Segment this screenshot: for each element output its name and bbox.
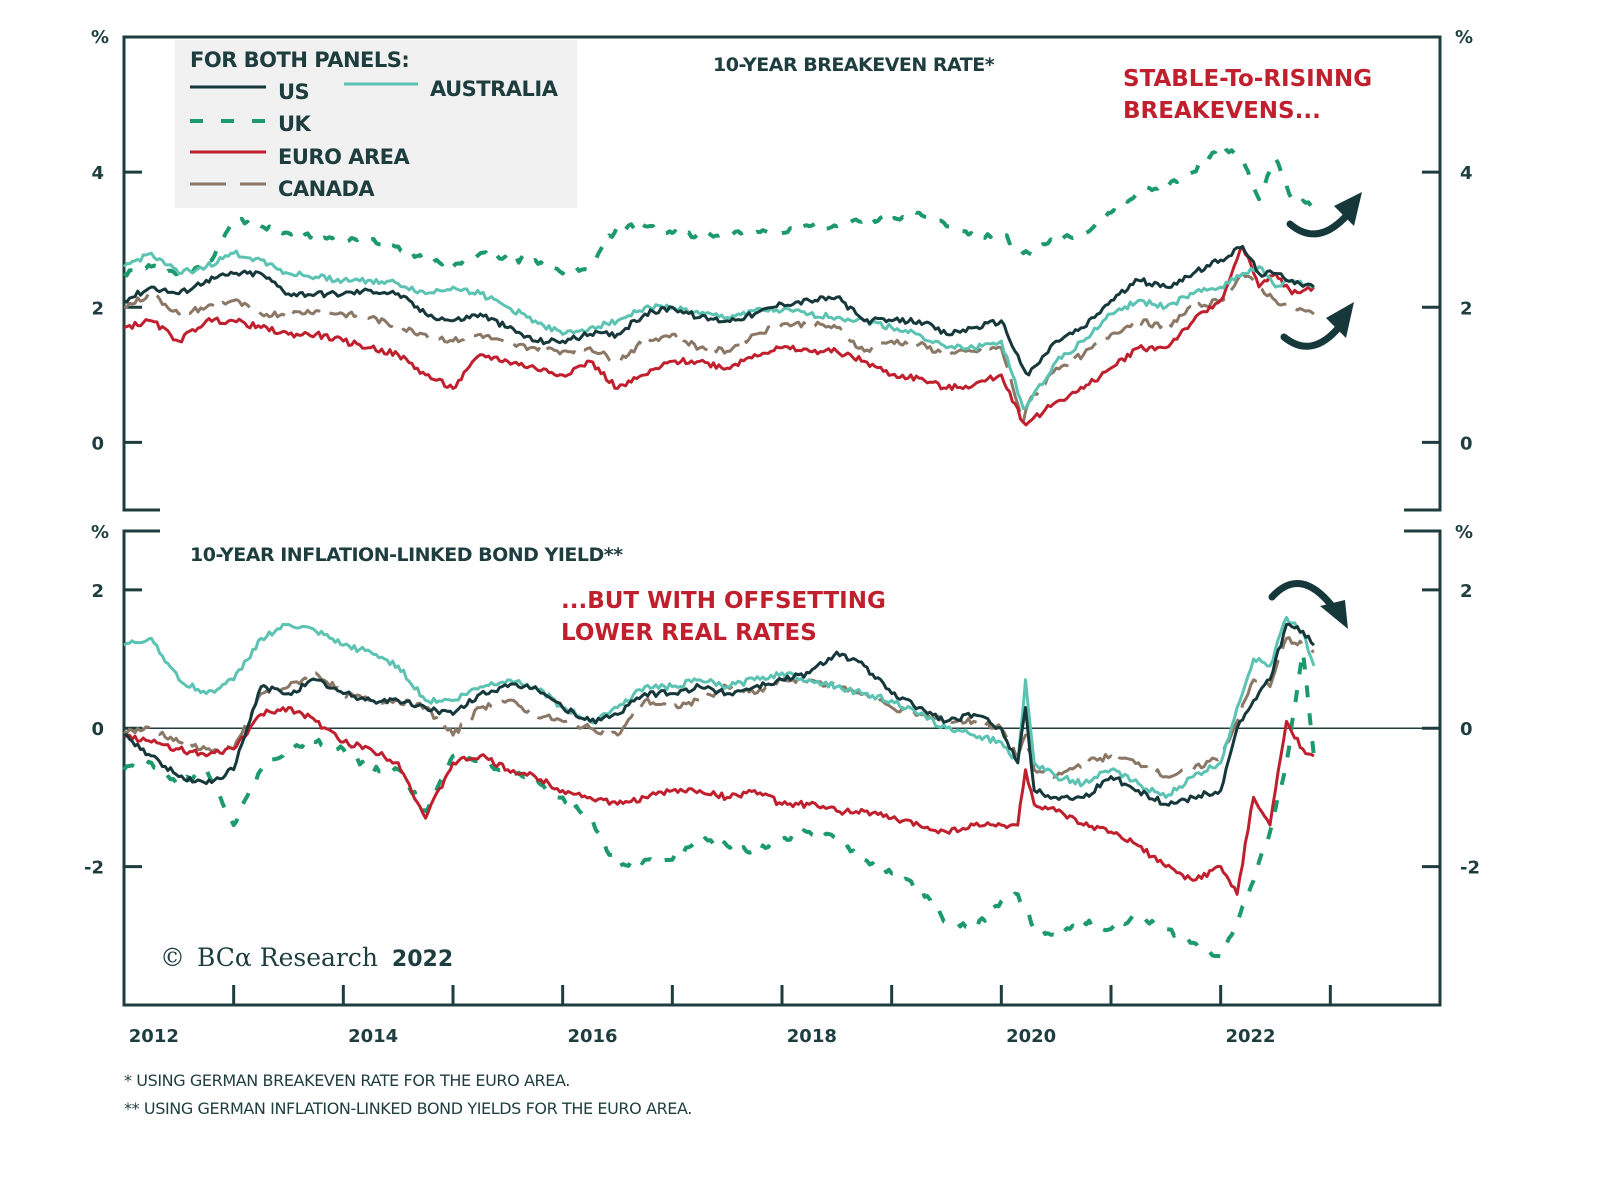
top-left-unit: % xyxy=(91,27,109,48)
legend-label-euro-area: EURO AREA xyxy=(278,145,410,169)
copyright-year: 2022 xyxy=(392,947,453,972)
top-panel-title: 10-YEAR BREAKEVEN RATE* xyxy=(713,54,995,76)
y-tick-label-left: 0 xyxy=(91,719,104,740)
bottom-series-uk xyxy=(122,650,1316,959)
y-tick-label-left: 4 xyxy=(91,163,104,184)
bottom-series-us xyxy=(123,622,1315,807)
bottom-left-unit: % xyxy=(91,522,109,543)
x-tick-label: 2018 xyxy=(787,1026,837,1047)
y-tick-label-left: 2 xyxy=(91,298,104,319)
copyright-brand: BCα Research xyxy=(197,943,378,972)
top-right-unit: % xyxy=(1455,27,1473,48)
x-axis-labels: 2012 2014 2016 2018 2020 2022 xyxy=(129,1026,1276,1047)
y-tick-label-right: 4 xyxy=(1460,163,1473,184)
top-series-us xyxy=(123,245,1315,377)
arrow-up-others-icon xyxy=(1280,302,1354,350)
x-tick-label: 2022 xyxy=(1225,1026,1275,1047)
footnote-2: ** USING GERMAN INFLATION-LINKED BOND YI… xyxy=(124,1099,692,1118)
arrow-down-icon xyxy=(1268,580,1348,629)
top-y-axis: 0 0 2 2 4 4 xyxy=(91,163,1472,454)
top-series-canada xyxy=(123,272,1315,424)
y-tick-label-right: -2 xyxy=(1460,858,1480,879)
footnote-1: * USING GERMAN BREAKEVEN RATE FOR THE EU… xyxy=(124,1071,570,1090)
x-tick-label: 2014 xyxy=(348,1026,398,1047)
y-tick-label-right: 2 xyxy=(1460,581,1473,602)
legend-background xyxy=(175,40,577,208)
bottom-annotation-line-1: ...BUT WITH OFFSETTING xyxy=(561,588,886,614)
bottom-right-unit: % xyxy=(1455,522,1473,543)
legend-label-us: US xyxy=(278,80,309,104)
y-tick-label-right: 0 xyxy=(1460,719,1473,740)
top-series-uk xyxy=(122,141,1314,278)
top-panel-frame xyxy=(122,35,1442,512)
legend-label-australia: AUSTRALIA xyxy=(430,77,559,101)
y-tick-label-right: 2 xyxy=(1460,298,1473,319)
top-panel-series xyxy=(122,141,1316,427)
bottom-panel-title: 10-YEAR INFLATION-LINKED BOND YIELD** xyxy=(190,544,623,566)
x-axis xyxy=(232,985,1332,1005)
legend-label-canada: CANADA xyxy=(278,177,375,201)
copyright: © BCα Research 2022 xyxy=(160,943,453,972)
legend-title: FOR BOTH PANELS: xyxy=(190,48,409,72)
y-tick-label-left: 2 xyxy=(91,581,104,602)
y-tick-label-left: -2 xyxy=(84,858,104,879)
legend-label-uk: UK xyxy=(278,112,312,136)
legend: FOR BOTH PANELS: US UK EURO AREA CANADA … xyxy=(175,40,577,208)
bottom-series-euro-area xyxy=(123,706,1315,896)
y-tick-label-left: 0 xyxy=(91,433,104,454)
arrow-up-uk-icon xyxy=(1286,192,1362,238)
copyright-symbol: © xyxy=(160,943,185,972)
bottom-series-canada xyxy=(123,636,1315,779)
top-annotation-line-1: STABLE-To-RISINNG xyxy=(1123,66,1372,92)
bottom-panel-series xyxy=(122,616,1316,959)
x-tick-label: 2020 xyxy=(1006,1026,1056,1047)
x-tick-label: 2012 xyxy=(129,1026,179,1047)
bottom-series-australia xyxy=(123,616,1316,799)
x-tick-label: 2016 xyxy=(567,1026,617,1047)
top-annotation-line-2: BREAKEVENS... xyxy=(1123,98,1321,124)
top-series-euro-area xyxy=(123,245,1316,427)
top-series-australia xyxy=(122,249,1315,411)
bottom-annotation-line-2: LOWER REAL RATES xyxy=(561,620,817,646)
y-tick-label-right: 0 xyxy=(1460,433,1473,454)
